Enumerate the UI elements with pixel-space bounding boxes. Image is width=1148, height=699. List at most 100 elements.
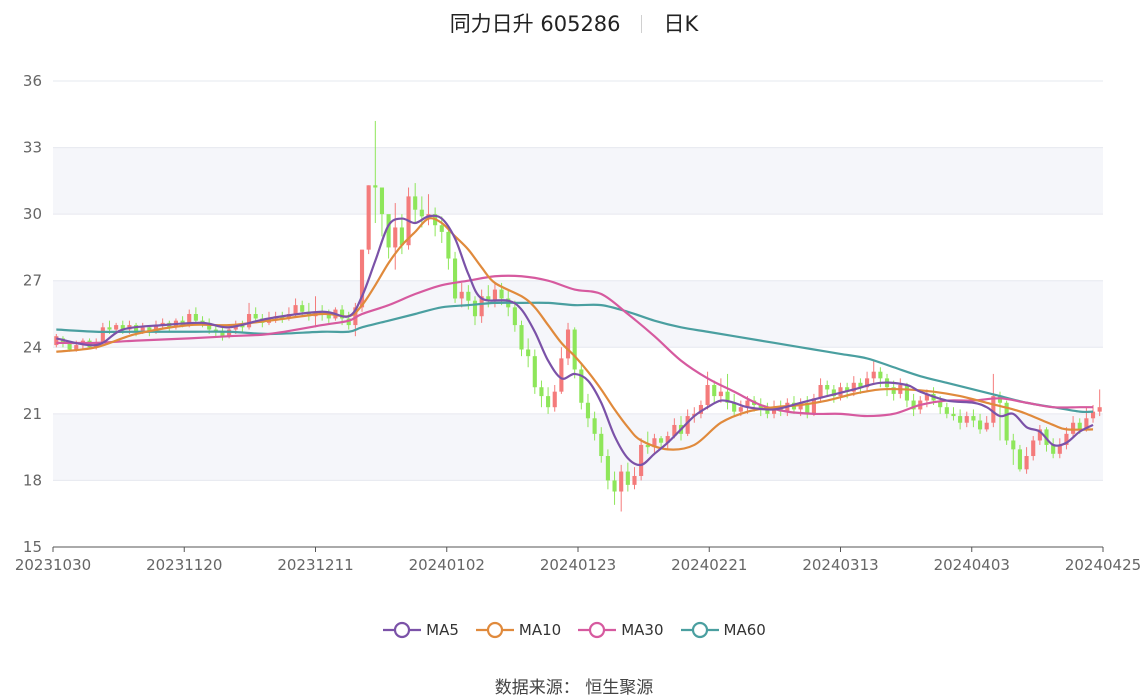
candle-body <box>1090 411 1096 419</box>
candle-body <box>1031 440 1036 457</box>
legend-swatch-icon <box>578 621 617 639</box>
candle-body <box>944 407 949 414</box>
x-tick-label: 20240221 <box>671 556 747 574</box>
legend[interactable]: MA5 MA10 MA30 MA60 <box>0 621 1148 639</box>
candle-body <box>612 480 617 492</box>
candle-body <box>997 396 1003 403</box>
candle-body <box>771 407 777 414</box>
candle-body <box>54 336 59 346</box>
candle-body <box>858 382 863 388</box>
grid-band <box>53 147 1103 215</box>
candle-body <box>984 422 989 430</box>
candle-body <box>160 322 165 326</box>
candle-body <box>373 185 378 188</box>
candle-body <box>951 413 956 417</box>
stock-name: 同力日升 605286 <box>449 12 621 36</box>
candle-body <box>585 402 591 419</box>
candle-body <box>100 327 105 343</box>
legend-label: MA10 <box>518 621 562 639</box>
candle-body <box>712 385 717 397</box>
x-tick-label: 20231211 <box>277 556 353 574</box>
candle-body <box>512 307 517 326</box>
candle-body <box>991 396 996 423</box>
legend-item-ma60[interactable]: MA60 <box>680 621 766 639</box>
candle-body <box>134 325 139 332</box>
x-tick-label: 20240102 <box>409 556 485 574</box>
candle-body <box>207 322 212 330</box>
candle-body <box>1017 449 1022 470</box>
candle-body <box>659 438 664 443</box>
candle-body <box>486 296 491 301</box>
legend-label: MA60 <box>723 621 766 639</box>
title-separator <box>640 15 642 33</box>
candle-body <box>725 391 730 403</box>
candle-body <box>705 385 710 405</box>
candle-body <box>599 433 604 457</box>
candle-body <box>685 416 690 434</box>
legend-item-ma30[interactable]: MA30 <box>577 621 664 639</box>
candle-body <box>1004 402 1009 441</box>
candle-body <box>1057 444 1062 454</box>
candle-body <box>1037 429 1042 441</box>
candle-body <box>851 382 856 392</box>
candle-body <box>67 342 72 350</box>
candle-body <box>572 329 577 370</box>
legend-swatch-icon <box>680 621 719 639</box>
candle-body <box>446 231 451 259</box>
candle-body <box>632 475 637 485</box>
candle-body <box>499 289 504 299</box>
x-tick-label: 20240425 <box>1065 556 1141 574</box>
candle-body <box>818 385 823 399</box>
x-tick-label: 20240403 <box>934 556 1010 574</box>
candle-body <box>187 314 192 326</box>
candle-body <box>1084 418 1089 430</box>
candle-body <box>698 404 704 414</box>
candle-body <box>871 371 876 379</box>
candle-body <box>107 327 112 330</box>
candle-body <box>1011 440 1016 450</box>
candle-body <box>472 300 478 317</box>
legend-item-ma10[interactable]: MA10 <box>475 621 561 639</box>
candle-body <box>645 444 650 448</box>
y-tick-label: 36 <box>23 72 42 90</box>
candle-body <box>419 209 424 217</box>
period-label: 日K <box>663 12 699 36</box>
series-line-ma60 <box>56 301 1094 414</box>
candle-body <box>340 309 345 319</box>
candle-body <box>399 227 404 246</box>
candle-body <box>811 398 816 414</box>
candle-body <box>532 356 537 388</box>
candle-body <box>220 331 225 337</box>
legend-item-ma5[interactable]: MA5 <box>382 621 459 639</box>
candle-body <box>732 402 737 412</box>
candle-body <box>114 325 119 330</box>
candle-body <box>938 400 943 408</box>
candle-body <box>825 385 830 390</box>
candle-body <box>1024 456 1029 470</box>
candle-body <box>865 378 870 388</box>
candle-body <box>745 400 750 408</box>
candle-body <box>964 416 969 423</box>
candle-body <box>625 471 630 485</box>
candle-body <box>519 325 524 350</box>
candle-body <box>240 325 245 328</box>
candle-body <box>466 291 471 301</box>
x-tick-label: 20231120 <box>146 556 222 574</box>
x-tick-label: 20240123 <box>540 556 616 574</box>
candle-body <box>300 305 305 312</box>
grid-band <box>53 413 1103 481</box>
candle-body <box>379 187 385 215</box>
candle-body <box>227 329 232 337</box>
candle-body <box>1071 422 1076 434</box>
y-tick-label: 33 <box>23 139 42 157</box>
candle-body <box>539 387 544 397</box>
candle-body <box>479 296 484 317</box>
candle-body <box>878 371 883 379</box>
candle-body <box>74 345 79 350</box>
candle-body <box>153 325 159 332</box>
candle-body <box>738 407 743 412</box>
candle-body <box>805 402 810 414</box>
data-source: 数据来源： 恒生聚源 <box>494 678 654 698</box>
y-tick-label: 18 <box>23 471 42 489</box>
